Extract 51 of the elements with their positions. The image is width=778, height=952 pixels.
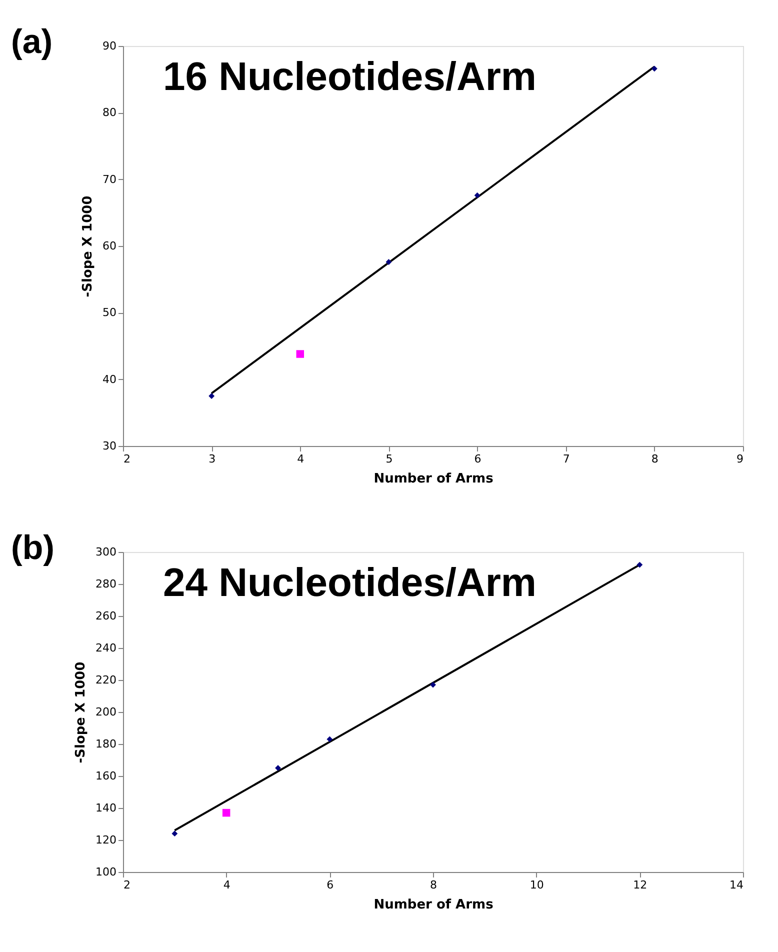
x-tick-label: 8 <box>430 878 437 892</box>
x-tick-label: 2 <box>124 878 130 892</box>
y-tick-label: 300 <box>96 546 116 558</box>
x-tick-label: 14 <box>730 878 744 892</box>
x-tick-label: 10 <box>530 878 544 892</box>
point <box>474 192 480 198</box>
point <box>222 808 230 817</box>
text: (b) <box>11 529 54 567</box>
x-tick-label: 4 <box>223 878 230 892</box>
y-axis-title: -Slope X 1000 <box>80 196 96 298</box>
x-tick-label: 8 <box>651 452 658 466</box>
y-tick-label: 180 <box>96 738 116 750</box>
y-tick-label: 160 <box>96 770 116 782</box>
point <box>651 66 658 72</box>
point <box>172 830 178 837</box>
y-tick-label: 260 <box>96 610 116 622</box>
point <box>296 350 304 358</box>
x-tick-label: 2 <box>124 452 130 466</box>
y-tick-label: 280 <box>96 578 116 590</box>
y-tick-label: 220 <box>96 674 116 686</box>
y-tick-label: 60 <box>102 240 116 252</box>
y-tick-label: 120 <box>96 834 116 846</box>
x-tick-label: 6 <box>326 878 334 892</box>
point <box>636 562 643 568</box>
x-tick-label: 6 <box>474 452 482 466</box>
y-tick-label: 50 <box>102 306 116 320</box>
y-tick-label: 80 <box>102 106 116 120</box>
x-tick-label: 5 <box>386 452 393 466</box>
point <box>430 682 436 688</box>
x-axis-title: Number of Arms <box>374 898 494 912</box>
point <box>208 393 215 399</box>
y-tick-label: 40 <box>102 372 116 386</box>
y-axis-title: -Slope X 1000 <box>74 662 89 764</box>
y-tick-label: 100 <box>96 866 116 878</box>
chart-title: 16 Nucleotides/Arm <box>163 55 536 99</box>
x-tick-label: 4 <box>297 452 304 466</box>
chart-title: 24 Nucleotides/Arm <box>163 561 536 605</box>
point <box>386 259 392 265</box>
x-axis-title: Number of Arms <box>374 472 494 486</box>
y-tick-label: 30 <box>102 440 116 452</box>
x-tick-label: 3 <box>208 452 216 466</box>
point <box>326 736 333 742</box>
x-tick-label: 7 <box>562 452 570 466</box>
y-tick-label: 140 <box>96 802 116 814</box>
x-tick-label: 9 <box>736 452 744 466</box>
x-tick-label: 12 <box>633 878 648 892</box>
y-tick-label: 90 <box>102 40 116 52</box>
text: (a) <box>11 23 53 61</box>
y-tick-label: 200 <box>96 706 116 718</box>
y-tick-label: 240 <box>96 642 116 654</box>
y-tick-label: 70 <box>102 172 116 186</box>
